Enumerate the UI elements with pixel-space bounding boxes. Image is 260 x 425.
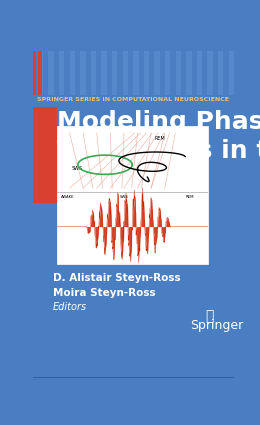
FancyBboxPatch shape (32, 107, 57, 203)
FancyBboxPatch shape (70, 51, 75, 95)
FancyBboxPatch shape (197, 51, 202, 95)
FancyBboxPatch shape (80, 51, 86, 95)
Text: REM: REM (185, 195, 194, 199)
Text: Springer: Springer (190, 319, 243, 332)
FancyBboxPatch shape (154, 51, 160, 95)
FancyBboxPatch shape (133, 51, 139, 95)
Text: SPRINGER SERIES IN COMPUTATIONAL NEUROSCIENCE: SPRINGER SERIES IN COMPUTATIONAL NEUROSC… (37, 97, 229, 102)
Text: REM: REM (155, 136, 166, 141)
FancyBboxPatch shape (144, 51, 149, 95)
Text: Brain: Brain (57, 167, 132, 191)
Text: Transitions in the: Transitions in the (57, 139, 260, 163)
FancyBboxPatch shape (229, 51, 234, 95)
FancyBboxPatch shape (59, 51, 64, 95)
FancyBboxPatch shape (123, 51, 128, 95)
Text: 🔱: 🔱 (206, 309, 214, 323)
Text: SWS: SWS (120, 195, 129, 199)
FancyBboxPatch shape (101, 51, 107, 95)
Text: Moira Steyn-Ross: Moira Steyn-Ross (53, 288, 155, 298)
Text: AWAKE: AWAKE (61, 195, 75, 199)
FancyBboxPatch shape (32, 377, 234, 378)
Text: D. Alistair Steyn-Ross: D. Alistair Steyn-Ross (53, 273, 180, 283)
FancyBboxPatch shape (32, 51, 36, 95)
FancyBboxPatch shape (48, 51, 54, 95)
FancyBboxPatch shape (207, 51, 213, 95)
FancyBboxPatch shape (218, 51, 223, 95)
Text: Modeling Phase: Modeling Phase (57, 110, 260, 134)
FancyBboxPatch shape (165, 51, 170, 95)
FancyBboxPatch shape (38, 51, 42, 95)
FancyBboxPatch shape (57, 126, 208, 264)
Text: SWS: SWS (72, 166, 83, 171)
Text: Editors: Editors (53, 302, 87, 312)
FancyBboxPatch shape (38, 51, 43, 95)
FancyBboxPatch shape (112, 51, 117, 95)
FancyBboxPatch shape (91, 51, 96, 95)
FancyBboxPatch shape (186, 51, 192, 95)
FancyBboxPatch shape (176, 51, 181, 95)
